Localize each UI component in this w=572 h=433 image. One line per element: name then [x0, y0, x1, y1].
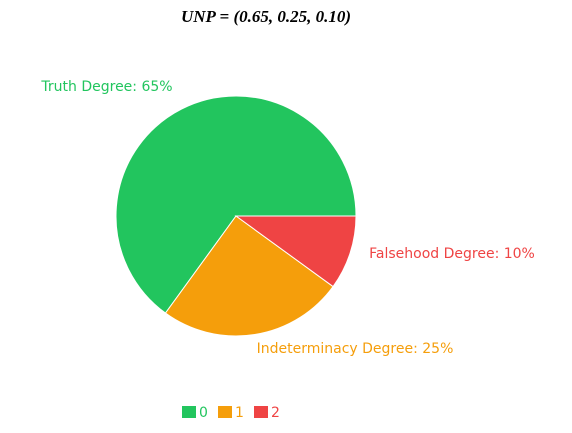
legend-swatch — [254, 406, 268, 418]
legend-label: 1 — [235, 405, 244, 421]
slice-label: Truth Degree: 65% — [40, 79, 172, 95]
legend-swatch — [218, 406, 232, 418]
chart-title: UNP = (0.65, 0.25, 0.10) — [181, 7, 351, 26]
legend-swatch — [182, 406, 196, 418]
legend-label: 2 — [271, 405, 280, 421]
pie-slice — [234, 215, 357, 288]
pie-slice — [164, 215, 334, 337]
slice-label: Falsehood Degree: 10% — [369, 246, 535, 262]
pie-slice — [115, 95, 357, 314]
legend-label: 0 — [199, 405, 208, 421]
slice-label: Indeterminacy Degree: 25% — [257, 341, 454, 357]
